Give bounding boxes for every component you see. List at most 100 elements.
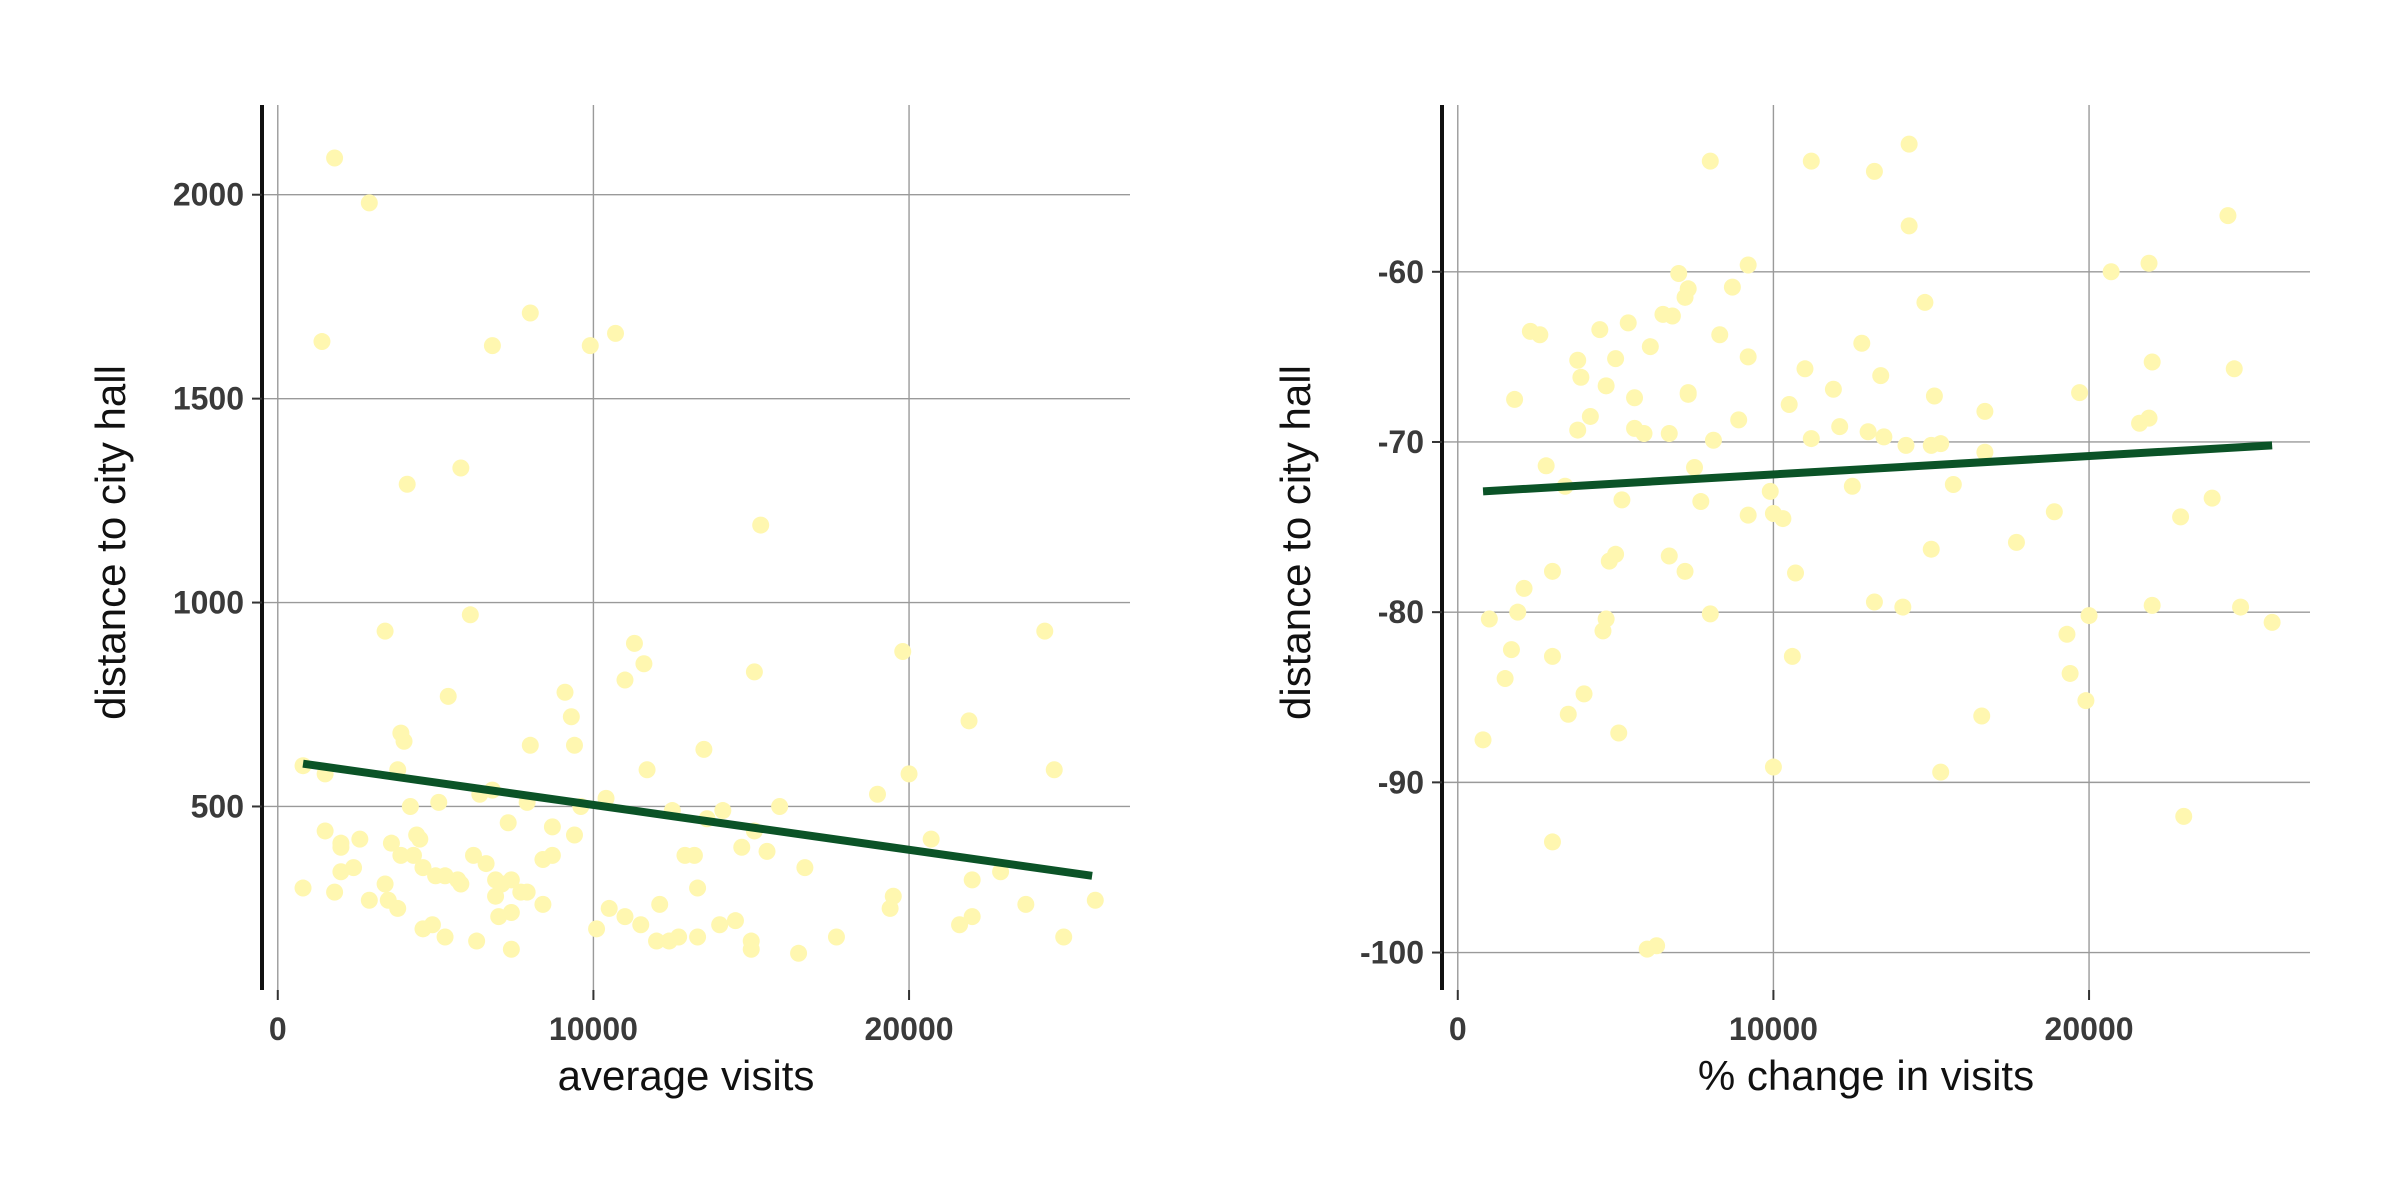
data-point (1619, 314, 1637, 332)
y-tick-label: -90 (1378, 764, 1424, 800)
data-point (1509, 603, 1527, 621)
data-point (951, 916, 969, 934)
data-point (607, 324, 625, 342)
data-point (430, 793, 448, 811)
data-point (1900, 135, 1918, 153)
y-tick-label: -80 (1378, 594, 1424, 630)
data-point (2172, 508, 2190, 526)
data-point (1723, 278, 1741, 296)
data-point (745, 663, 763, 681)
data-point (1055, 928, 1073, 946)
data-point (1894, 598, 1912, 616)
data-point (960, 712, 978, 730)
data-point (1872, 367, 1890, 385)
scatter-panel-percent-change: -100 -90 -80 -70 -60 0 10000 20000 % change in v… (1272, 105, 2310, 1099)
data-point (1701, 152, 1719, 170)
data-point (1916, 293, 1934, 311)
data-point (638, 761, 656, 779)
data-point (1045, 761, 1063, 779)
y-tick-label: -60 (1378, 254, 1424, 290)
data-point (1660, 547, 1678, 565)
data-point (1774, 510, 1792, 528)
y-tick-label: 500 (191, 788, 244, 824)
data-point (436, 928, 454, 946)
trend-line (302, 759, 1093, 880)
data-point (468, 932, 486, 950)
data-point (405, 846, 423, 864)
data-point (2140, 409, 2158, 427)
data-point (1875, 428, 1893, 446)
data-point (1559, 705, 1577, 723)
data-point (521, 304, 539, 322)
data-point (796, 859, 814, 877)
data-point (521, 736, 539, 754)
data-point (477, 855, 495, 873)
data-point (427, 867, 445, 885)
data-point (660, 932, 678, 950)
data-point (565, 826, 583, 844)
data-point (543, 818, 561, 836)
data-point (635, 655, 653, 673)
data-point (1641, 338, 1659, 356)
data-point (408, 826, 426, 844)
x-axis-title: average visits (558, 1052, 815, 1099)
y-tick-label: -100 (1360, 935, 1424, 971)
data-point (1531, 326, 1549, 344)
data-point (2225, 360, 2243, 378)
data-point (2061, 664, 2079, 682)
data-point (1802, 430, 1820, 448)
data-point (1676, 562, 1694, 580)
data-point (565, 736, 583, 754)
data-point (1572, 368, 1590, 386)
data-point (487, 887, 505, 905)
data-point (1739, 348, 1757, 366)
data-point (752, 516, 770, 534)
x-axis-title: % change in visits (1698, 1052, 2034, 1099)
data-point (1679, 385, 1697, 403)
data-point (1701, 605, 1719, 623)
y-tick-label: 2000 (173, 177, 244, 213)
data-point (685, 846, 703, 864)
data-point (376, 622, 394, 640)
data-point (625, 634, 643, 652)
data-point (651, 895, 669, 913)
data-point (894, 642, 912, 660)
x-tick-label: 10000 (549, 1011, 638, 1047)
data-point (2080, 607, 2098, 625)
data-point (401, 797, 419, 815)
data-point (326, 149, 344, 167)
data-point (1600, 552, 1618, 570)
y-tick-label: -70 (1378, 424, 1424, 460)
data-point (316, 822, 334, 840)
data-point (963, 871, 981, 889)
data-point (1787, 564, 1805, 582)
data-point (616, 908, 634, 926)
data-point (1575, 685, 1593, 703)
data-point (1537, 457, 1555, 475)
data-point (1654, 305, 1672, 323)
data-point (1607, 350, 1625, 368)
data-point (439, 687, 457, 705)
data-point (294, 879, 312, 897)
data-point (827, 928, 845, 946)
data-point (733, 838, 751, 856)
data-point (313, 333, 331, 351)
data-point (1711, 326, 1729, 344)
data-point (1704, 431, 1722, 449)
data-point (332, 863, 350, 881)
y-tick-label: 1500 (173, 381, 244, 417)
data-point (464, 846, 482, 864)
data-point (963, 908, 981, 926)
data-point (2140, 254, 2158, 272)
data-point (1569, 421, 1587, 439)
data-point (2203, 489, 2221, 507)
data-point (1831, 418, 1849, 436)
data-point (1976, 402, 1994, 420)
data-point (790, 944, 808, 962)
data-point (900, 765, 918, 783)
data-point (1474, 731, 1492, 749)
data-point (351, 830, 369, 848)
data-point (452, 875, 470, 893)
data-point (1506, 390, 1524, 408)
data-point (2263, 613, 2281, 631)
